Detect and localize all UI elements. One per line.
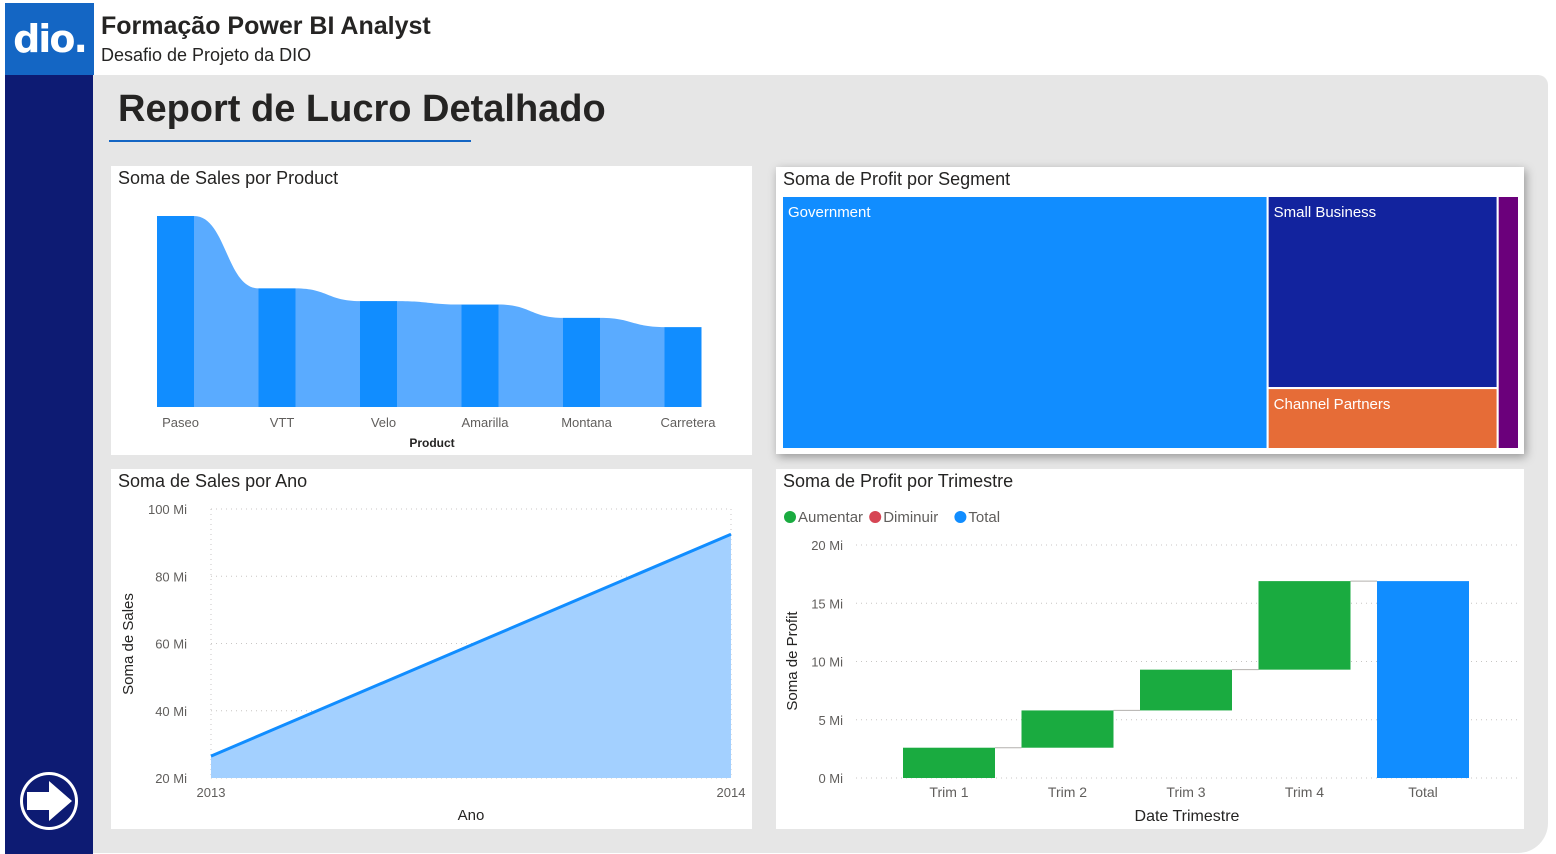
next-page-button[interactable] [17,770,81,832]
x-tick-label: Amarilla [462,415,510,430]
card-title: Soma de Profit por Segment [783,169,1011,189]
treemap-tile [781,195,1269,450]
ribbon-connector [498,304,563,407]
header-subtitle: Desafio de Projeto da DIO [101,45,312,65]
bar-montana [563,317,600,407]
y-tick-label: 15 Mi [811,596,843,611]
legend-label: Aumentar [798,509,863,526]
x-tick-label: Montana [561,415,612,430]
dio-logo: dio. [5,3,94,75]
card-title: Soma de Sales por Ano [118,471,308,491]
x-tick-label: Paseo [162,415,199,430]
profit-by-quarter-chart: 0 Mi 5 Mi 10 Mi 15 Mi 20 Mi Aumentar Diminuir T… [784,509,1518,825]
treemap-tile [1266,387,1499,450]
card-title: Soma de Profit por Trimestre [783,471,1014,491]
bar-carretera [664,327,702,407]
x-tick-label: Trim 3 [1166,784,1205,800]
waterfall-bar [1140,669,1232,711]
ribbon-connector [295,288,360,407]
ribbon-connector [600,317,665,407]
x-tick-label: Trim 4 [1285,784,1324,800]
profit-by-segment-card[interactable]: Government Small Business Channel Partners… [776,167,1524,454]
x-tick-label: Velo [371,415,396,430]
legend-label: Total [968,509,1000,526]
bar-amarilla [461,304,499,407]
treemap-tile [1496,195,1520,450]
legend-marker [869,511,882,523]
bar-velo [360,301,397,407]
sales-by-year-chart: 20 Mi 40 Mi 60 Mi 80 Mi 100 Mi 2013 2014 Ano Som… [120,502,746,824]
header-title: Formação Power BI Analyst [101,12,431,40]
sales-by-product-card[interactable]: Paseo VTT Velo Amarilla Montana Carretera Prod… [111,166,752,455]
ribbon-connector [397,301,462,407]
treemap-tile-label: Small Business [1274,204,1377,221]
y-tick-label: 10 Mi [811,655,843,670]
treemap-tile-label: Government [788,204,871,221]
x-tick-label: 2013 [197,785,226,800]
x-axis-title: Product [409,436,454,450]
sales-by-year-card[interactable]: 20 Mi 40 Mi 60 Mi 80 Mi 100 Mi 2013 2014 Ano Som… [111,469,752,829]
x-tick-label: Trim 2 [1048,784,1087,800]
bar-paseo [157,216,194,407]
card-title: Soma de Sales por Product [118,168,339,188]
x-tick-label: Trim 1 [929,784,968,800]
y-tick-label: 20 Mi [811,538,843,553]
y-tick-label: 80 Mi [155,569,187,584]
x-tick-label: 2014 [717,785,746,800]
bar-vtt [258,288,296,407]
legend-label: Diminuir [883,509,938,526]
profit-by-segment-treemap: Government Small Business Channel Partners [781,195,1520,450]
legend-marker [954,511,967,523]
y-tick-label: 60 Mi [155,637,187,652]
logo-text: dio. [13,17,88,61]
y-axis-title: Soma de Profit [784,611,801,711]
waterfall-bar [1377,581,1469,778]
y-tick-label: 20 Mi [155,771,187,786]
waterfall-bar [903,747,995,778]
sales-by-product-chart: Paseo VTT Velo Amarilla Montana Carretera Prod… [157,216,717,450]
sidebar [5,75,93,854]
y-tick-label: 40 Mi [155,704,187,719]
treemap-tile-label: Channel Partners [1274,396,1391,413]
x-axis-title: Date Trimestre [1135,808,1240,825]
report-title: Report de Lucro Detalhado [118,88,606,130]
ribbon-connector [194,216,259,407]
area-fill [211,534,731,778]
y-axis-title: Soma de Sales [120,593,137,695]
x-axis-title: Ano [458,807,485,824]
waterfall-bar [1021,710,1114,748]
legend-marker [784,511,796,523]
arrow-right-icon [20,772,78,830]
y-tick-label: 5 Mi [818,713,843,728]
title-underline [109,140,471,142]
series-line [210,532,732,758]
x-tick-label: VTT [270,415,295,430]
x-tick-label: Total [1408,784,1438,800]
y-tick-label: 100 Mi [148,502,187,517]
y-tick-label: 0 Mi [818,771,843,786]
x-tick-label: Carretera [661,415,717,430]
treemap-tile [1266,195,1499,390]
profit-by-quarter-card[interactable]: 0 Mi 5 Mi 10 Mi 15 Mi 20 Mi Aumentar Diminuir T… [776,469,1524,829]
waterfall-bar [1258,581,1351,670]
